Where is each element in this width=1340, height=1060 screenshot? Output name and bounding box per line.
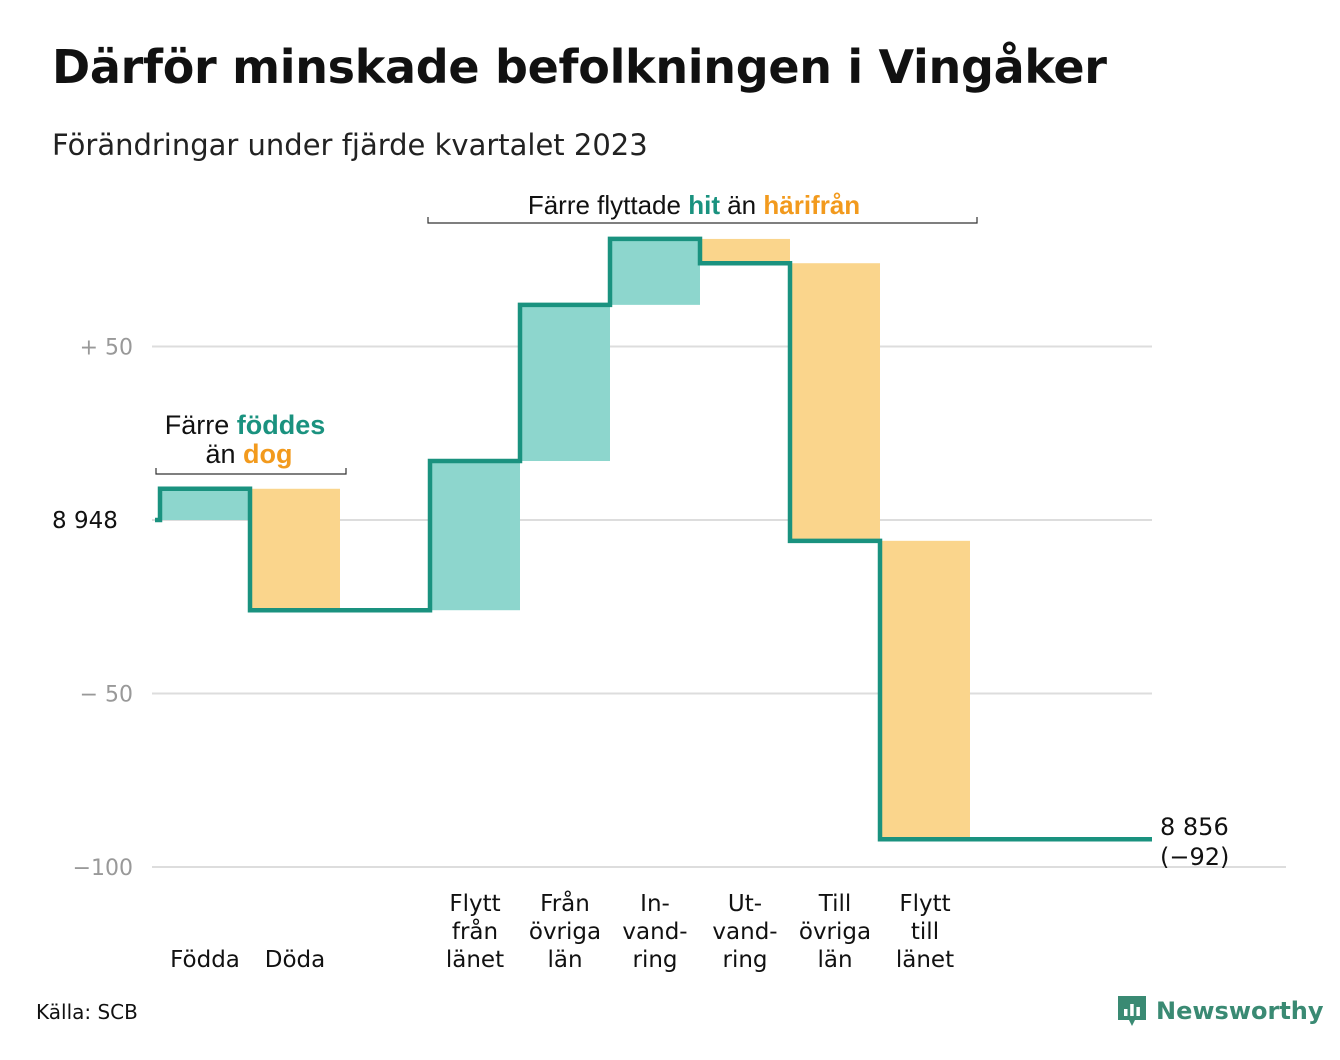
x-tick-label: Födda [170,947,240,973]
annotation-migration: Färre flyttade hit än härifrån [528,190,860,220]
y-tick-label: −100 [73,856,133,881]
bar-till-övriga-län [790,263,880,541]
bar-utvandring [700,238,790,264]
newsworthy-logo-icon [1118,996,1146,1026]
annotation-bracket [155,468,347,475]
x-tick-label: Döda [265,947,325,973]
x-tick-label: Till övriga län [799,891,871,973]
annotation-bracket [427,217,978,224]
x-tick-label: Från övriga län [529,889,601,973]
newsworthy-logo: Newsworthy [1116,994,1324,1028]
x-tick-label: In-vand-ring [622,891,687,973]
y-tick-label: + 50 [80,336,133,361]
start-value-label: 8 948 [52,508,118,534]
end-value-label: 8 856 [1160,813,1229,841]
y-tick-label: − 50 [80,683,133,708]
bar-födda [160,488,250,520]
x-tick-label: Flytt från länet [446,891,504,973]
chart-subtitle: Förändringar under fjärde kvartalet 2023 [52,128,648,162]
x-tick-label: Flytt till länet [896,891,954,973]
source-note: Källa: SCB [36,1000,138,1024]
cumulative-line [155,236,1152,842]
end-change-label: (−92) [1160,843,1229,871]
bar-invandring [610,238,700,305]
bar-från-övriga-län [520,304,610,462]
newsworthy-logo-text: Newsworthy [1156,997,1324,1025]
chart-title: Därför minskade befolkningen i Vingåker [52,40,1107,94]
x-tick-label: Ut-vand-ring [712,891,777,973]
bar-döda [250,488,340,611]
annotation-births-deaths-line1: Färre föddes [165,410,326,440]
bar-flytt-från-länet [430,461,520,611]
annotation-births-deaths-line2: än dog [205,439,292,469]
bar-flytt-till-länet [880,540,970,840]
